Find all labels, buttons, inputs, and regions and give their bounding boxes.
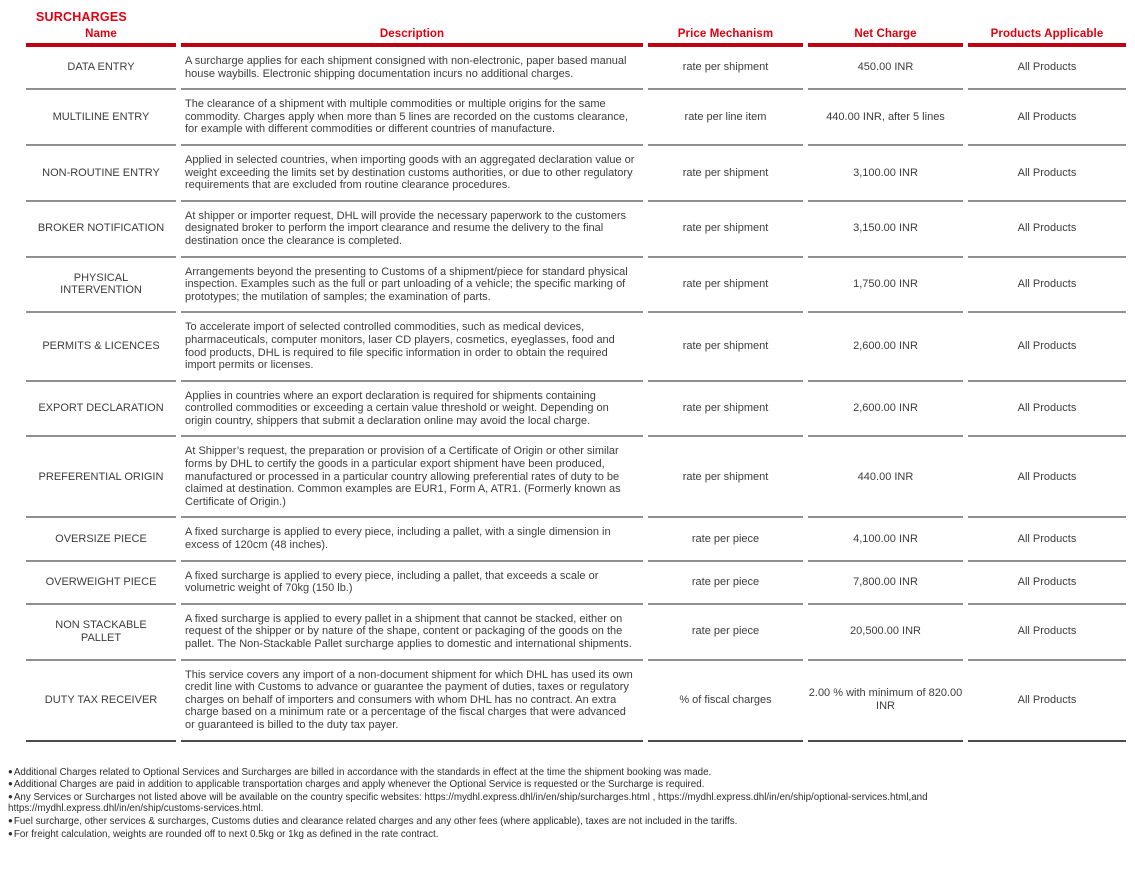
table-row: MULTILINE ENTRY The clearance of a shipm… <box>26 90 1126 146</box>
name-cell: OVERSIZE PIECE <box>26 518 176 562</box>
description-cell: A fixed surcharge is applied to every pa… <box>181 605 643 661</box>
table-row: NON-ROUTINE ENTRY Applied in selected co… <box>26 146 1126 202</box>
column-header-price-mechanism: Price Mechanism <box>648 26 803 47</box>
description-cell: A surcharge applies for each shipment co… <box>181 47 643 91</box>
products-applicable-cell: All Products <box>968 562 1126 605</box>
name-cell: BROKER NOTIFICATION <box>26 202 176 258</box>
name-cell: NON STACKABLE PALLET <box>26 605 176 661</box>
footnote-text: Fuel surcharge, other services & surchar… <box>13 815 738 827</box>
name-cell: PREFERENTIAL ORIGIN <box>26 437 176 519</box>
net-charge-cell: 2,600.00 INR <box>808 382 963 438</box>
table-row: OVERWEIGHT PIECE A fixed surcharge is ap… <box>26 562 1126 605</box>
table-row: PERMITS & LICENCES To accelerate import … <box>26 313 1126 382</box>
table-header-row: Name Description Price Mechanism Net Cha… <box>26 26 1126 47</box>
net-charge-cell: 2,600.00 INR <box>808 313 963 382</box>
name-cell: OVERWEIGHT PIECE <box>26 562 176 605</box>
products-applicable-cell: All Products <box>968 661 1126 742</box>
description-cell: A fixed surcharge is applied to every pi… <box>181 518 643 562</box>
column-header-products-applicable: Products Applicable <box>968 26 1126 47</box>
bullet-icon: ● <box>8 766 13 776</box>
footnote-item: ●Fuel surcharge, other services & surcha… <box>8 815 1107 828</box>
description-cell: At shipper or importer request, DHL will… <box>181 202 643 258</box>
description-cell: Arrangements beyond the presenting to Cu… <box>181 258 643 314</box>
table-row: DATA ENTRY A surcharge applies for each … <box>26 47 1126 91</box>
footnote-item: ●Additional Charges related to Optional … <box>8 766 1107 779</box>
description-cell: Applies in countries where an export dec… <box>181 382 643 438</box>
name-cell: DUTY TAX RECEIVER <box>26 661 176 742</box>
price-mechanism-cell: rate per shipment <box>648 258 803 314</box>
net-charge-cell: 450.00 INR <box>808 47 963 91</box>
price-mechanism-cell: rate per shipment <box>648 313 803 382</box>
table-row: NON STACKABLE PALLET A fixed surcharge i… <box>26 605 1126 661</box>
description-cell: This service covers any import of a non-… <box>181 661 643 742</box>
table-row: DUTY TAX RECEIVER This service covers an… <box>26 661 1126 742</box>
table-row: EXPORT DECLARATION Applies in countries … <box>26 382 1126 438</box>
footnote-text: Additional Charges related to Optional S… <box>13 766 712 778</box>
net-charge-cell: 3,100.00 INR <box>808 146 963 202</box>
description-cell: To accelerate import of selected control… <box>181 313 643 382</box>
name-cell: NON-ROUTINE ENTRY <box>26 146 176 202</box>
footnote-text: Additional Charges are paid in addition … <box>13 779 705 791</box>
price-mechanism-cell: rate per piece <box>648 562 803 605</box>
net-charge-cell: 4,100.00 INR <box>808 518 963 562</box>
products-applicable-cell: All Products <box>968 146 1126 202</box>
price-mechanism-cell: rate per shipment <box>648 146 803 202</box>
description-cell: Applied in selected countries, when impo… <box>181 146 643 202</box>
products-applicable-cell: All Products <box>968 47 1126 91</box>
description-cell: A fixed surcharge is applied to every pi… <box>181 562 643 605</box>
net-charge-cell: 1,750.00 INR <box>808 258 963 314</box>
products-applicable-cell: All Products <box>968 90 1126 146</box>
name-cell: EXPORT DECLARATION <box>26 382 176 438</box>
surcharges-section: SURCHARGES Name Description Price Mechan… <box>21 10 1133 742</box>
price-mechanism-cell: rate per piece <box>648 605 803 661</box>
products-applicable-cell: All Products <box>968 437 1126 519</box>
footnote-item: ●Additional Charges are paid in addition… <box>8 778 1107 791</box>
table-body: DATA ENTRY A surcharge applies for each … <box>26 47 1126 742</box>
bullet-icon: ● <box>8 815 13 825</box>
column-header-name: Name <box>26 26 176 47</box>
products-applicable-cell: All Products <box>968 605 1126 661</box>
price-mechanism-cell: % of fiscal charges <box>648 661 803 742</box>
name-cell: PHYSICAL INTERVENTION <box>26 258 176 314</box>
bullet-icon: ● <box>8 779 13 789</box>
table-row: PHYSICAL INTERVENTION Arrangements beyon… <box>26 258 1126 314</box>
price-mechanism-cell: rate per shipment <box>648 47 803 91</box>
net-charge-cell: 7,800.00 INR <box>808 562 963 605</box>
column-header-net-charge: Net Charge <box>808 26 963 47</box>
net-charge-cell: 440.00 INR, after 5 lines <box>808 90 963 146</box>
table-row: BROKER NOTIFICATION At shipper or import… <box>26 202 1126 258</box>
document-page: SURCHARGES Name Description Price Mechan… <box>8 10 1133 841</box>
footnote-text: Any Services or Surcharges not listed ab… <box>8 791 928 815</box>
price-mechanism-cell: rate per shipment <box>648 202 803 258</box>
table-row: OVERSIZE PIECE A fixed surcharge is appl… <box>26 518 1126 562</box>
name-cell: PERMITS & LICENCES <box>26 313 176 382</box>
net-charge-cell: 20,500.00 INR <box>808 605 963 661</box>
bullet-icon: ● <box>8 828 13 838</box>
net-charge-cell: 3,150.00 INR <box>808 202 963 258</box>
page-title: SURCHARGES <box>36 10 127 24</box>
products-applicable-cell: All Products <box>968 313 1126 382</box>
price-mechanism-cell: rate per piece <box>648 518 803 562</box>
net-charge-cell: 2.00 % with minimum of 820.00 INR <box>808 661 963 742</box>
price-mechanism-cell: rate per shipment <box>648 437 803 519</box>
products-applicable-cell: All Products <box>968 382 1126 438</box>
footnotes: ●Additional Charges related to Optional … <box>8 766 1107 841</box>
description-cell: At Shipper’s request, the preparation or… <box>181 437 643 519</box>
name-cell: DATA ENTRY <box>26 47 176 91</box>
bullet-icon: ● <box>8 791 13 801</box>
column-header-description: Description <box>181 26 643 47</box>
net-charge-cell: 440.00 INR <box>808 437 963 519</box>
price-mechanism-cell: rate per shipment <box>648 382 803 438</box>
price-mechanism-cell: rate per line item <box>648 90 803 146</box>
footnote-item: ●Any Services or Surcharges not listed a… <box>8 791 1107 815</box>
description-cell: The clearance of a shipment with multipl… <box>181 90 643 146</box>
products-applicable-cell: All Products <box>968 258 1126 314</box>
products-applicable-cell: All Products <box>968 202 1126 258</box>
footnote-text: For freight calculation, weights are rou… <box>13 828 439 840</box>
table-row: PREFERENTIAL ORIGIN At Shipper’s request… <box>26 437 1126 519</box>
surcharges-table: Name Description Price Mechanism Net Cha… <box>21 26 1131 742</box>
footnote-item: ●For freight calculation, weights are ro… <box>8 828 1107 841</box>
products-applicable-cell: All Products <box>968 518 1126 562</box>
name-cell: MULTILINE ENTRY <box>26 90 176 146</box>
